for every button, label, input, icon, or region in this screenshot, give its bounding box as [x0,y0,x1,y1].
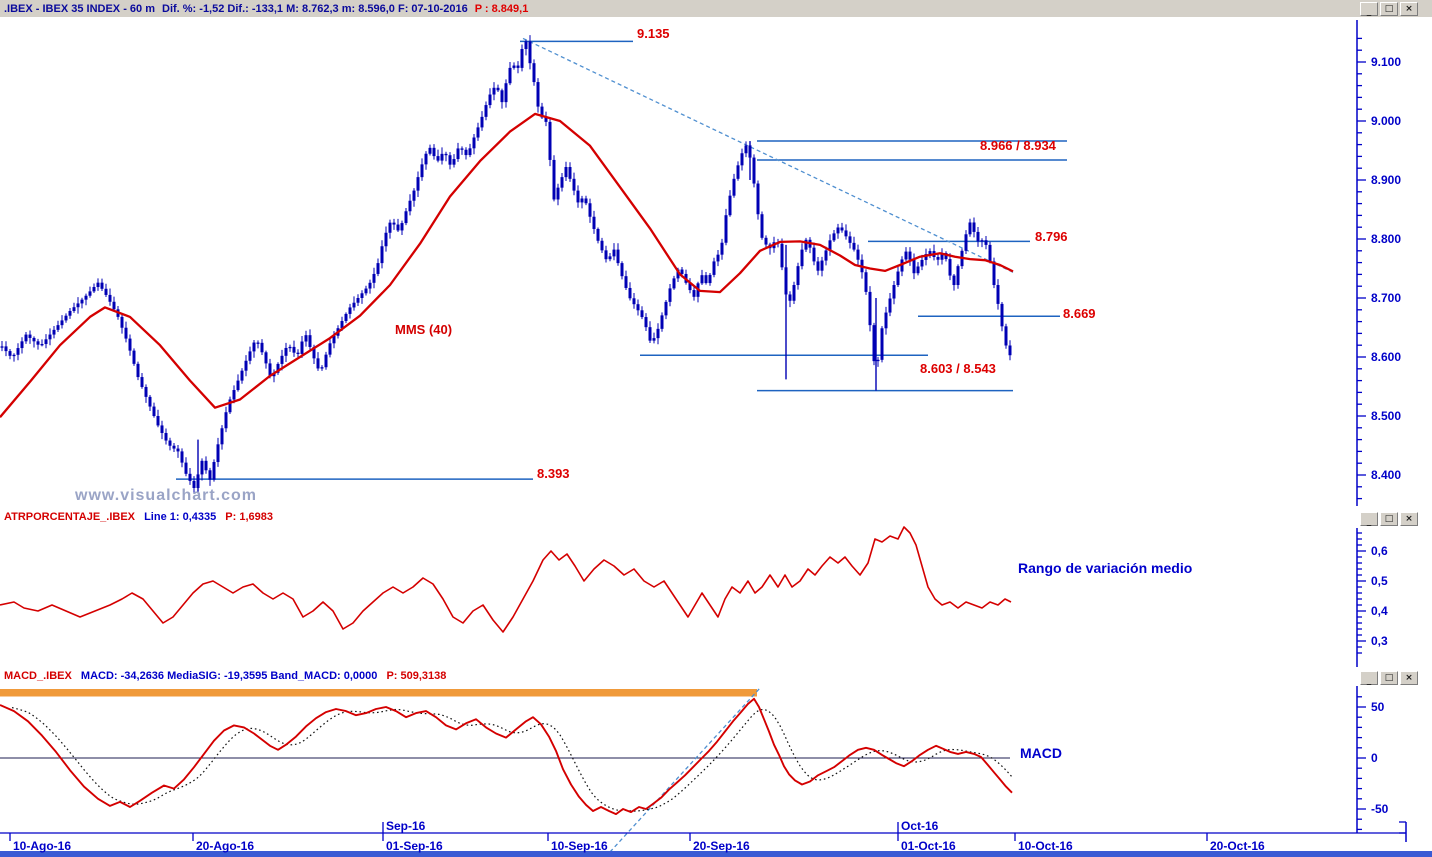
x-axis-date-label: 10-Oct-16 [1018,839,1073,853]
minimize-button[interactable]: _ [1360,512,1378,526]
level-label: 8.796 [1035,229,1068,244]
y-axis-label: 0,5 [1371,574,1388,588]
maximize-button[interactable]: □ [1380,2,1398,16]
level-label: 8.669 [1063,306,1096,321]
symbol-stats: Dif. %: -1,52 Dif.: -133,1 M: 8.762,3 m:… [162,2,468,15]
x-axis-date-label: 20-Sep-16 [693,839,750,853]
y-axis-label: 8.500 [1371,409,1402,423]
close-button[interactable]: × [1400,2,1418,16]
macd-trendline-dashed [609,687,761,853]
y-axis-label: 0 [1371,751,1378,765]
atr-indicator-values: Line 1: 0,4335 [144,511,217,523]
x-axis-month-label: Oct-16 [901,819,939,833]
y-axis-label: 8.400 [1371,468,1402,482]
mms40-line [0,112,1014,418]
x-axis-date-label: 10-Sep-16 [551,839,608,853]
price-panel-window-controls: _ □ × [1360,2,1418,16]
x-axis-date-label: 01-Oct-16 [901,839,956,853]
y-axis-label: 8.900 [1371,173,1402,187]
macd-upper-band [0,689,757,697]
macd-annotation: MACD [1020,745,1062,761]
y-axis-label: 0,6 [1371,544,1388,558]
symbol-title: .IBEX - IBEX 35 INDEX - 60 m [4,2,155,15]
atr-annotation: Rango de variación medio [1018,560,1193,576]
atr-panel-header: ATRPORCENTAJE_.IBEX Line 1: 0,4335 P: 1,… [4,511,273,523]
maximize-button[interactable]: □ [1380,671,1398,685]
x-axis-date-label: 20-Oct-16 [1210,839,1265,853]
macd-panel-header: MACD_.IBEX MACD: -34,2636 MediaSIG: -19,… [4,670,446,682]
level-label: 9.135 [637,26,670,41]
maximize-button[interactable]: □ [1380,512,1398,526]
x-axis-date-label: 20-Ago-16 [196,839,255,853]
level-label: 8.393 [537,466,570,481]
macd-line [0,697,1013,816]
macd-signal-line [11,707,1013,812]
candlestick-series [0,41,1012,488]
last-price: P : 8.849,1 [474,2,529,15]
y-axis-label: 0,4 [1371,604,1388,618]
y-axis-label: 9.000 [1371,114,1402,128]
y-axis-label: 8.700 [1371,291,1402,305]
macd-indicator-p: P: 509,3138 [386,670,447,682]
macd-indicator-values: MACD: -34,2636 MediaSIG: -19,3595 Band_M… [80,670,378,682]
minimize-button[interactable]: _ [1360,2,1378,16]
x-axis-date-label: 10-Ago-16 [13,839,72,853]
x-axis-month-label: Sep-16 [386,819,426,833]
visualchart-watermark: www.visualchart.com [75,487,258,504]
atr-line [0,526,1012,633]
atr-indicator-p: P: 1,6983 [225,511,273,523]
bottom-scroll-bar[interactable] [0,851,1432,857]
macd-panel-window-controls: _ □ × [1360,671,1418,685]
close-button[interactable]: × [1400,671,1418,685]
macd-indicator-name: MACD_.IBEX [4,670,72,682]
y-axis-label: 9.100 [1371,55,1402,69]
minimize-button[interactable]: _ [1360,671,1378,685]
y-axis-label: 8.800 [1371,232,1402,246]
y-axis-label: 0,3 [1371,634,1388,648]
y-axis-label: 50 [1371,700,1385,714]
chart-title-bar[interactable]: .IBEX - IBEX 35 INDEX - 60 m Dif. %: -1,… [0,0,1432,17]
y-axis-label: -50 [1371,802,1389,816]
atr-indicator-name: ATRPORCENTAJE_.IBEX [4,511,136,523]
x-axis-date-label: 01-Sep-16 [386,839,443,853]
close-button[interactable]: × [1400,512,1418,526]
level-label: 8.603 / 8.543 [920,361,996,376]
y-axis-label: 8.600 [1371,350,1402,364]
mms40-label: MMS (40) [395,322,453,337]
level-label: 8.966 / 8.934 [980,138,1056,153]
atr-panel-window-controls: _ □ × [1360,512,1418,526]
